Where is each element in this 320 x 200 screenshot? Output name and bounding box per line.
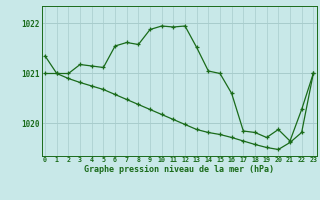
- X-axis label: Graphe pression niveau de la mer (hPa): Graphe pression niveau de la mer (hPa): [84, 165, 274, 174]
